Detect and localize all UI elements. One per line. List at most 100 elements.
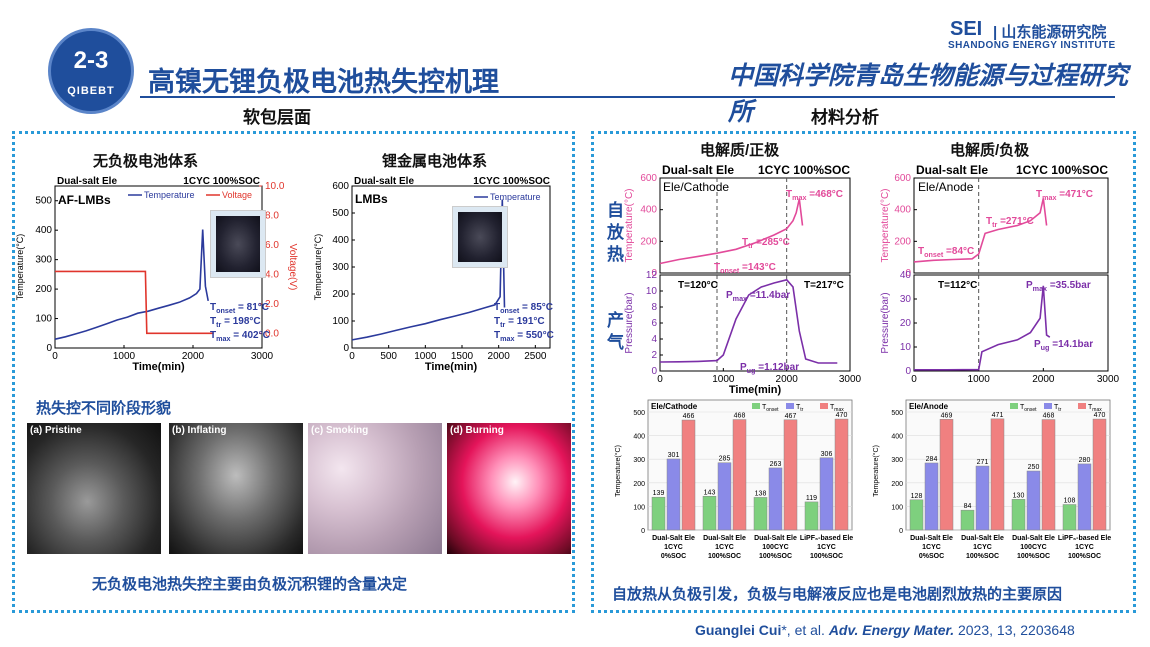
- institute-cas: 中国科学院青岛生物能源与过程研究所: [728, 61, 1129, 126]
- legend-label-temperature: Temperature: [490, 192, 541, 202]
- badge-org: QIBEBT: [67, 85, 115, 97]
- y-axis-label: Temperature(°C): [313, 234, 323, 301]
- annotation-max: Tmax = 550°C: [494, 330, 554, 343]
- bar-onset: [1011, 499, 1026, 531]
- legend-swatch-tr: [1044, 403, 1052, 409]
- category-label: Dual-Salt Ele: [1012, 535, 1055, 542]
- bar-value-label: 271: [977, 459, 989, 466]
- y-tick-label: 400: [332, 235, 349, 246]
- annotation-ttr: Ttr =285°C: [742, 237, 790, 250]
- bar-value-label: 468: [734, 413, 746, 420]
- bar-max: [939, 419, 954, 531]
- y-tick-label: 30: [900, 294, 912, 305]
- chart-title-lmb: 锂金属电池体系: [382, 153, 488, 170]
- category-label: 100CYC: [762, 544, 788, 551]
- bar-tr: [819, 457, 834, 531]
- x-tick-label: 1000: [712, 374, 735, 385]
- annotation-onset: Tonset = 85°C: [494, 302, 553, 315]
- legend-swatch-onset: [1010, 403, 1018, 409]
- bar-value-label: 280: [1079, 457, 1091, 464]
- y-tick-label: 40: [900, 270, 912, 281]
- chart-cathode-temp: 0 200 400 600 Temperature(°C) Dual-salt Ele 1C…: [624, 163, 851, 279]
- section-label-left: 软包层面: [243, 108, 311, 127]
- y-tick-label: 12: [646, 270, 658, 281]
- legend-label-temperature: Temperature: [144, 190, 195, 200]
- left-caption: 无负极电池热失控主要由负极沉积锂的含量决定: [92, 576, 408, 593]
- panel-material: [591, 131, 1136, 613]
- x-axis-label: Time(min): [132, 361, 185, 373]
- y-axis-label: Temperature(°C): [624, 188, 635, 262]
- bar-value-label: 471: [992, 412, 1004, 419]
- institute-en: SHANDONG ENERGY INSTITUTE: [948, 40, 1116, 51]
- annotation-pug: Pug =1.12bar: [740, 362, 799, 375]
- bar-value-label: 84: [964, 503, 972, 510]
- photo-label-pristine: (a) Pristine: [30, 425, 82, 436]
- bar-tr: [1026, 470, 1041, 531]
- bar-value-label: 128: [911, 493, 923, 500]
- y-tick-label: 300: [332, 262, 349, 273]
- citation-author: Guanglei Cui: [695, 622, 782, 638]
- annotation-pmax: Pmax =35.5bar: [1026, 280, 1091, 293]
- header-right: 1CYC 100%SOC: [183, 176, 260, 187]
- annotation-tmax: Tmax =471°C: [1036, 189, 1093, 202]
- bar-tr: [666, 458, 681, 531]
- bar-tr: [717, 462, 732, 531]
- y-tick-label: 200: [633, 481, 645, 488]
- chart-af-lmb: 0 100 200 300 400 500 0 1000 2000 3000 Temperature…: [15, 176, 298, 373]
- y-tick-label: 0: [651, 268, 657, 279]
- x-tick-label: 3000: [839, 374, 862, 385]
- x-tick-label: 2000: [488, 351, 511, 362]
- bar-value-label: 301: [668, 452, 680, 459]
- side-label-gas: 产气: [607, 311, 624, 352]
- bar-onset: [960, 509, 975, 531]
- y-tick-label: 400: [894, 205, 911, 216]
- label-t1: T=112°C: [938, 280, 977, 291]
- right-caption: 自放热从负极引发，负极与电解液反应也是电池剧烈放热的主要原因: [612, 586, 1063, 603]
- bar-tr: [924, 462, 939, 531]
- bar-max: [1092, 418, 1107, 531]
- x-tick-label: 0: [52, 351, 58, 362]
- chart-tag: Ele/Cathode: [663, 180, 729, 194]
- bar-tr: [1077, 463, 1092, 531]
- y2-tick-label: 8.0: [265, 210, 279, 221]
- category-label: 1CYC: [664, 544, 683, 551]
- bar-value-label: 469: [941, 412, 953, 419]
- title-divider: [140, 96, 1115, 98]
- citation-rest: *, et al.: [781, 622, 829, 638]
- y-tick-label: 500: [891, 410, 903, 417]
- bar-value-label: 467: [785, 413, 797, 420]
- x-axis-label: Time(min): [425, 361, 478, 373]
- side-label-self-heat: 自放热: [607, 201, 624, 264]
- photo-label-inflating: (b) Inflating: [172, 425, 227, 436]
- photo-burning: (d) Burning: [447, 423, 571, 554]
- category-label: Dual-Salt Ele: [652, 535, 695, 542]
- citation: Guanglei Cui*, et al. Adv. Energy Mater.…: [695, 622, 1075, 638]
- x-tick-label: 2500: [524, 351, 547, 362]
- chart-tag: Ele/Anode: [909, 402, 949, 411]
- y-tick-label: 200: [640, 236, 657, 247]
- y-tick-label: 0: [899, 528, 903, 535]
- y-axis-label: Pressure(bar): [880, 292, 891, 353]
- x-tick-label: 3000: [251, 351, 274, 362]
- col-title-anode: 电解质/负极: [950, 142, 1030, 159]
- series-line-voltage: [55, 270, 214, 335]
- header-right: 1CYC 100%SOC: [473, 176, 550, 187]
- chart-title-af-lmb: 无负极电池体系: [93, 153, 199, 170]
- annotation-tonset: Tonset =143°C: [714, 262, 776, 275]
- bar-max: [681, 419, 696, 531]
- chart-tag: Ele/Anode: [918, 180, 974, 194]
- bar-onset: [753, 497, 768, 531]
- y-axis-label: Temperature(°C): [872, 445, 880, 497]
- category-label: 1CYC: [817, 544, 836, 551]
- bar-value-label: 263: [770, 461, 782, 468]
- y-tick-label: 100: [332, 316, 349, 327]
- badge-number: 2-3: [73, 47, 109, 74]
- y-tick-label: 0: [641, 528, 645, 535]
- annotation-onset: Tonset = 81°C: [210, 302, 269, 315]
- annotation-tr: Ttr = 191°C: [494, 316, 545, 329]
- legend-label-onset: Tonset: [762, 404, 779, 413]
- bar-max: [1041, 419, 1056, 531]
- plot-frame: [659, 177, 851, 274]
